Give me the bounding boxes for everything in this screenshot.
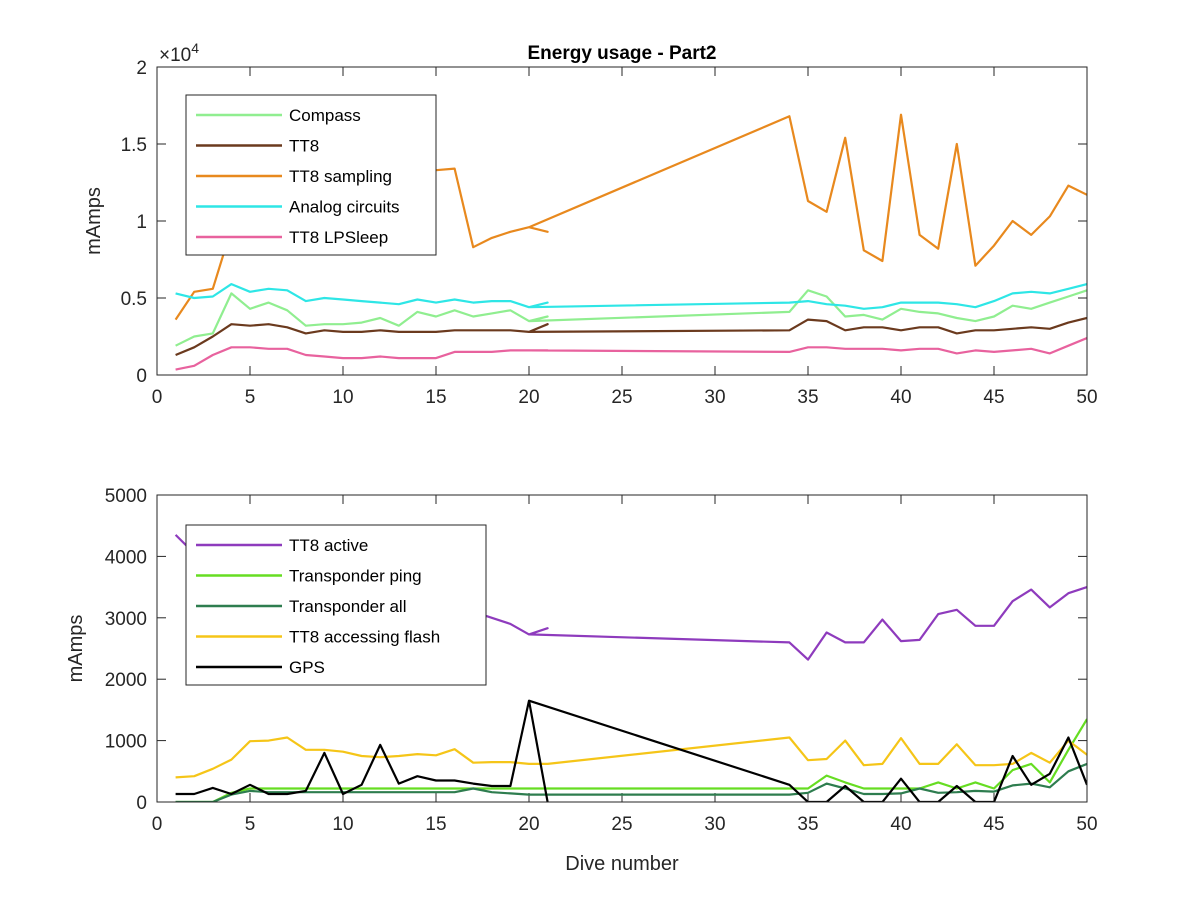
axes-box [156, 66, 1088, 376]
top-axes: 0 5 10 15 20 25 30 35 40 45 50 0 0.5 1 1.5 2 ×104 Energy … [83, 40, 1098, 408]
legend-label: TT8 LPSleep [289, 228, 388, 247]
x-tick-label: 35 [797, 814, 818, 835]
y-tick-label: 2000 [105, 670, 147, 691]
y-tick-label: 0 [136, 366, 147, 387]
axes-box [156, 494, 1088, 803]
y-tick-label: 1 [136, 212, 147, 233]
x-tick-label: 30 [704, 387, 725, 408]
series-group [174, 534, 1087, 802]
y-axis-exponent: ×104 [159, 40, 199, 66]
x-tick-label: 20 [518, 814, 539, 835]
legend: TT8 active Transponder ping Transponder al… [185, 524, 487, 686]
y-tick-label: 3000 [105, 609, 147, 630]
series-line-gps [175, 699, 1087, 802]
y-tick-label: 1000 [105, 732, 147, 753]
x-tick-label: 40 [890, 387, 911, 408]
y-tick-label: 2 [136, 58, 147, 79]
series-line-analog-circuits [175, 283, 1087, 310]
series-line-tt8 [175, 316, 1087, 357]
y-axis-label: mAmps [83, 187, 105, 255]
y-tick-label: 0.5 [121, 289, 147, 310]
legend-label: Transponder all [289, 597, 407, 616]
legend-label: Compass [289, 106, 361, 125]
x-tick-label: 20 [518, 387, 539, 408]
legend-label: TT8 sampling [289, 167, 392, 186]
y-axis-label: mAmps [65, 615, 87, 683]
y-tick-label: 5000 [105, 486, 147, 507]
y-tick-label: 0 [136, 793, 147, 814]
series-line-transponder-ping [175, 718, 1087, 802]
x-tick-label: 50 [1076, 387, 1097, 408]
x-tick-label: 40 [890, 814, 911, 835]
x-tick-label: 5 [245, 387, 256, 408]
legend-label: GPS [289, 658, 325, 677]
legend-label: TT8 active [289, 536, 368, 555]
x-tick-label: 0 [152, 814, 163, 835]
legend-label: TT8 [289, 137, 319, 156]
legend-label: TT8 accessing flash [289, 628, 440, 647]
chart-title: Energy usage - Part2 [527, 43, 716, 64]
x-tick-label: 45 [983, 814, 1004, 835]
legend-label: Transponder ping [289, 567, 422, 586]
x-tick-label: 30 [704, 814, 725, 835]
series-line-tt8-accessing-flash [175, 736, 1087, 779]
series-line-transponder-all [175, 762, 1087, 802]
x-tick-label: 45 [983, 387, 1004, 408]
x-tick-label: 35 [797, 387, 818, 408]
bottom-axes: 0 5 10 15 20 25 30 35 40 45 50 0 1000 2000 3000 4000 500… [65, 486, 1098, 875]
x-tick-label: 25 [611, 814, 632, 835]
x-tick-label: 0 [152, 387, 163, 408]
series-line-compass [175, 289, 1087, 347]
x-tick-label: 25 [611, 387, 632, 408]
x-tick-label: 15 [425, 814, 446, 835]
y-tick-label: 1.5 [121, 135, 147, 156]
legend: Compass TT8 TT8 sampling Analog circuits TT8… [185, 94, 437, 256]
series-line-tt8-lpsleep [175, 336, 1087, 371]
x-axis-label: Dive number [565, 853, 679, 875]
x-tick-label: 15 [425, 387, 446, 408]
x-tick-label: 5 [245, 814, 256, 835]
y-tick-label: 4000 [105, 547, 147, 568]
x-tick-label: 10 [332, 387, 353, 408]
legend-label: Analog circuits [289, 198, 400, 217]
x-tick-label: 50 [1076, 814, 1097, 835]
x-tick-label: 10 [332, 814, 353, 835]
